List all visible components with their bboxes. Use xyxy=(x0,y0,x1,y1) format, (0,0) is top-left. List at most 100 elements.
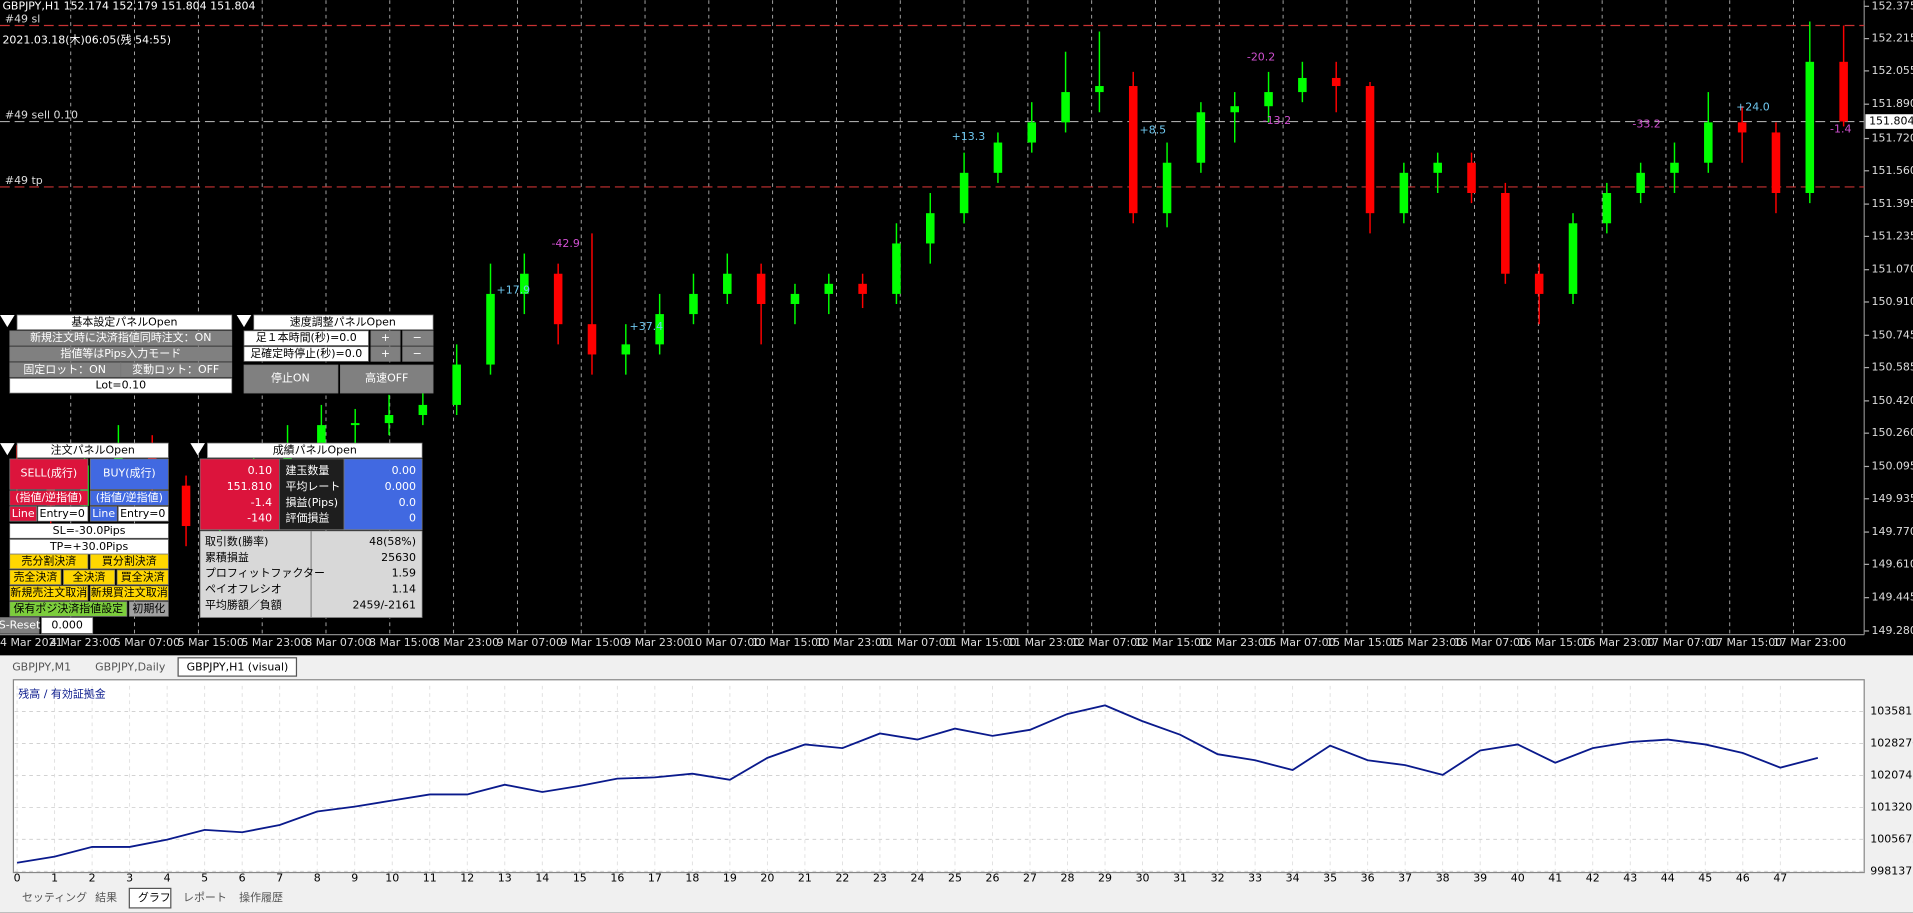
tab[interactable]: セッティング xyxy=(22,890,87,904)
y-tick-label: 149.445 xyxy=(1872,591,1913,604)
x-tick-label: 42 xyxy=(1586,872,1600,885)
button[interactable] xyxy=(9,346,233,362)
label: 0.0 xyxy=(399,496,416,509)
candle-body xyxy=(350,423,360,426)
label: 平均勝額／負額 xyxy=(205,597,282,611)
x-tick-label: 17 Mar 23:00 xyxy=(1773,636,1846,649)
candle-body xyxy=(892,243,901,294)
button[interactable] xyxy=(9,506,37,522)
label: Line xyxy=(12,507,35,520)
button[interactable] xyxy=(89,490,169,506)
button[interactable] xyxy=(128,601,169,617)
tab[interactable]: 結果 xyxy=(95,890,117,904)
button[interactable] xyxy=(116,569,169,585)
label: 固定ロット：ON xyxy=(23,362,106,376)
input[interactable] xyxy=(9,523,169,539)
trade-label: +24.0 xyxy=(1736,101,1770,114)
button[interactable] xyxy=(120,362,233,378)
label: Line xyxy=(92,507,115,520)
candle-body xyxy=(1839,61,1848,122)
label: BUY(成行) xyxy=(103,467,156,480)
panel-toggle[interactable] xyxy=(236,314,252,328)
y-tick-label: 152.055 xyxy=(1872,64,1913,77)
label: TP=+30.0Pips xyxy=(49,540,129,553)
button[interactable] xyxy=(9,553,89,570)
y-tick-label: 151.560 xyxy=(1872,164,1913,177)
tab[interactable]: GBPJPY,M1 xyxy=(12,661,71,674)
button[interactable] xyxy=(89,585,169,601)
button[interactable] xyxy=(370,330,401,346)
panel-block xyxy=(199,458,280,531)
y-tick-label: 150.745 xyxy=(1872,328,1913,341)
x-tick-label: 11 Mar 23:00 xyxy=(1007,636,1080,649)
panel-block xyxy=(279,458,345,531)
button[interactable] xyxy=(243,364,339,394)
candle-body xyxy=(655,314,664,345)
y-tick-label: 152.375 xyxy=(1872,0,1913,12)
x-tick-label: 16 Mar 07:00 xyxy=(1454,636,1527,649)
button[interactable] xyxy=(0,617,40,634)
price-tag xyxy=(1865,114,1913,129)
tab[interactable]: GBPJPY,H1 (visual) xyxy=(187,661,289,674)
label: 1.14 xyxy=(392,582,416,595)
label: 高速OFF xyxy=(365,370,408,384)
x-tick-label: 21 xyxy=(798,872,812,885)
y-tick-label: 998137 xyxy=(1870,864,1912,877)
equity-bg xyxy=(12,679,1865,874)
x-tick-label: 33 xyxy=(1248,872,1262,885)
candle-body xyxy=(1196,112,1206,163)
input[interactable] xyxy=(37,506,89,522)
label: 151.810 xyxy=(227,480,272,493)
button[interactable] xyxy=(402,330,434,346)
button[interactable] xyxy=(9,585,89,601)
button[interactable] xyxy=(340,364,434,394)
x-tick-label: 15 xyxy=(573,872,587,885)
label: 成績パネルOpen xyxy=(273,442,357,456)
tab[interactable]: GBPJPY,Daily xyxy=(95,661,166,674)
button[interactable] xyxy=(9,458,89,490)
x-tick-label: 10 Mar 15:00 xyxy=(752,636,825,649)
x-tick-label: 16 xyxy=(610,872,624,885)
tab[interactable]: グラフ xyxy=(138,890,171,904)
x-tick-label: 12 xyxy=(460,872,474,885)
x-tick-label: 34 xyxy=(1286,872,1300,885)
label: 1.59 xyxy=(392,567,416,580)
y-tick-label: 1005672 xyxy=(1870,832,1913,845)
button[interactable] xyxy=(63,569,116,585)
x-tick-label: 17 Mar 07:00 xyxy=(1645,636,1718,649)
tab-active xyxy=(128,887,172,909)
x-tick-label: 12 Mar 23:00 xyxy=(1199,636,1272,649)
button[interactable] xyxy=(89,458,169,490)
button[interactable] xyxy=(402,346,434,362)
input[interactable] xyxy=(117,506,169,522)
candle-body xyxy=(621,344,631,355)
button[interactable] xyxy=(89,553,169,570)
button[interactable] xyxy=(9,601,128,617)
button[interactable] xyxy=(9,569,62,585)
label: S-Reset xyxy=(0,618,41,631)
button[interactable] xyxy=(370,346,401,362)
x-tick-label: 13 xyxy=(498,872,512,885)
panel-toggle[interactable] xyxy=(190,443,205,456)
y-tick-label: 150.260 xyxy=(1872,426,1913,439)
trade-label: +8.5 xyxy=(1140,124,1167,137)
tab[interactable]: 操作履歴 xyxy=(239,890,283,904)
input[interactable] xyxy=(9,378,233,394)
panel-toggle[interactable] xyxy=(0,443,15,456)
x-tick-label: 4 xyxy=(164,872,171,885)
button[interactable] xyxy=(89,506,118,522)
candle-body xyxy=(1636,172,1645,194)
label: 足確定時停止(秒)=0.0 xyxy=(250,346,362,360)
input[interactable] xyxy=(9,539,169,555)
candle-body xyxy=(587,324,597,355)
input[interactable] xyxy=(243,346,369,362)
panel-toggle[interactable] xyxy=(0,314,15,328)
x-tick-label: 38 xyxy=(1436,872,1450,885)
button[interactable] xyxy=(9,330,233,346)
input[interactable] xyxy=(41,617,94,634)
tab[interactable]: レポート xyxy=(183,891,227,904)
x-tick-label: 28 xyxy=(1061,872,1075,885)
button[interactable] xyxy=(9,490,89,506)
input[interactable] xyxy=(243,330,369,346)
